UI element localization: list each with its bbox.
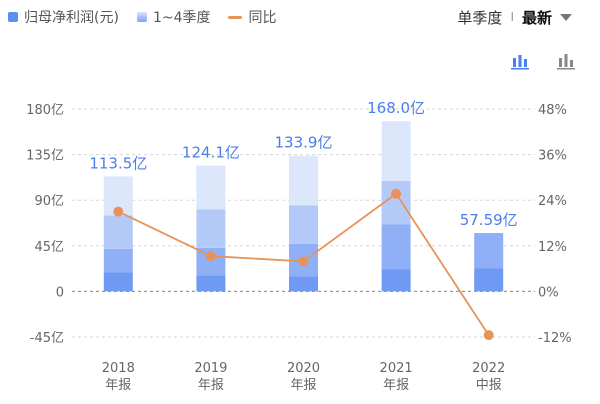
y-right-tick-label: 36% — [538, 149, 567, 164]
y-right-tick-label: 24% — [538, 194, 567, 209]
bar-segment-q3 — [103, 215, 133, 249]
stacked-bar-chart-icon[interactable] — [510, 52, 530, 70]
legend-net-profit-swatch — [8, 12, 18, 22]
y-left-tick-label: 135亿 — [26, 149, 64, 164]
yoy-point — [391, 188, 402, 199]
legend-quarters-label: 1~4季度 — [152, 10, 211, 26]
controls-separator: I — [510, 10, 514, 24]
bar-chart-icon[interactable] — [556, 52, 576, 70]
total-value-label: 57.59亿 — [460, 211, 518, 229]
legend-yoy-swatch — [228, 15, 243, 19]
bar-segment-q4 — [381, 121, 411, 181]
yoy-point — [205, 251, 216, 262]
total-value-label: 133.9亿 — [275, 134, 333, 152]
x-tick-label: 2020 — [287, 361, 320, 376]
bar-segment-q3 — [196, 209, 226, 248]
total-value-label: 168.0亿 — [367, 99, 425, 117]
single-quarter-button[interactable]: 单季度 — [457, 8, 503, 27]
x-tick-label: 2019 — [194, 361, 227, 376]
y-right-tick-label: 12% — [538, 240, 567, 255]
legend-net-profit-label: 归母净利润(元) — [24, 10, 119, 26]
x-tick-label: 中报 — [476, 378, 502, 393]
yoy-line — [113, 188, 494, 341]
y-left-tick-label: 45亿 — [34, 240, 64, 255]
total-value-label: 113.5亿 — [89, 154, 147, 172]
bar-segment-q2 — [103, 248, 133, 273]
chevron-down-icon[interactable] — [560, 13, 572, 21]
bar-segment-q1 — [196, 275, 226, 292]
x-tick-label: 2022 — [472, 361, 505, 376]
bar-segment-q2 — [474, 233, 504, 269]
y-right-tick-label: 0% — [538, 285, 559, 300]
x-tick-label: 2021 — [380, 361, 413, 376]
value-labels: 113.5亿 124.1亿 133.9亿 168.0亿 57.59亿 — [89, 99, 517, 229]
x-tick-label: 年报 — [198, 378, 224, 393]
latest-dropdown[interactable]: 最新 — [521, 8, 552, 27]
legend-yoy[interactable]: 同比 — [228, 7, 276, 27]
legend: 归母净利润(元) 1~4季度 同比 — [8, 6, 294, 28]
yoy-point — [113, 206, 124, 217]
bar-segment-q3 — [289, 205, 318, 244]
axis-labels: -45亿 0 45亿 90亿 135亿 180亿 -12% 0% 12% 24% 36% 48% 201… — [26, 103, 571, 393]
bar-segment-q1 — [103, 272, 133, 292]
grid-lines — [72, 108, 535, 338]
yoy-point — [483, 330, 494, 341]
x-tick-label: 年报 — [290, 378, 316, 393]
bar-segment-q1 — [381, 269, 411, 292]
period-controls: 单季度 I 最新 — [457, 6, 572, 28]
bar-segment-q1 — [474, 268, 504, 292]
y-left-tick-label: 180亿 — [26, 103, 64, 118]
legend-net-profit[interactable]: 归母净利润(元) — [8, 7, 119, 27]
y-left-tick-label: 0 — [56, 285, 64, 300]
x-tick-label: 年报 — [105, 378, 131, 393]
bar-segment-q3 — [381, 180, 411, 225]
x-tick-label: 年报 — [383, 378, 409, 393]
y-right-tick-label: 48% — [538, 103, 567, 118]
legend-quarters[interactable]: 1~4季度 — [136, 7, 211, 27]
y-right-tick-label: -12% — [538, 331, 572, 346]
bar-segment-q1 — [289, 276, 318, 292]
yoy-point — [298, 256, 309, 267]
bar-segment-q2 — [381, 224, 411, 270]
legend-yoy-label: 同比 — [248, 10, 277, 26]
legend-quarters-swatch — [136, 12, 147, 22]
bar-segment-q4 — [289, 155, 318, 206]
x-tick-label: 2018 — [102, 361, 135, 376]
total-value-label: 124.1亿 — [182, 144, 240, 162]
bar-segment-q4 — [196, 165, 226, 210]
y-left-tick-label: -45亿 — [30, 331, 64, 346]
y-left-tick-label: 90亿 — [34, 194, 64, 209]
